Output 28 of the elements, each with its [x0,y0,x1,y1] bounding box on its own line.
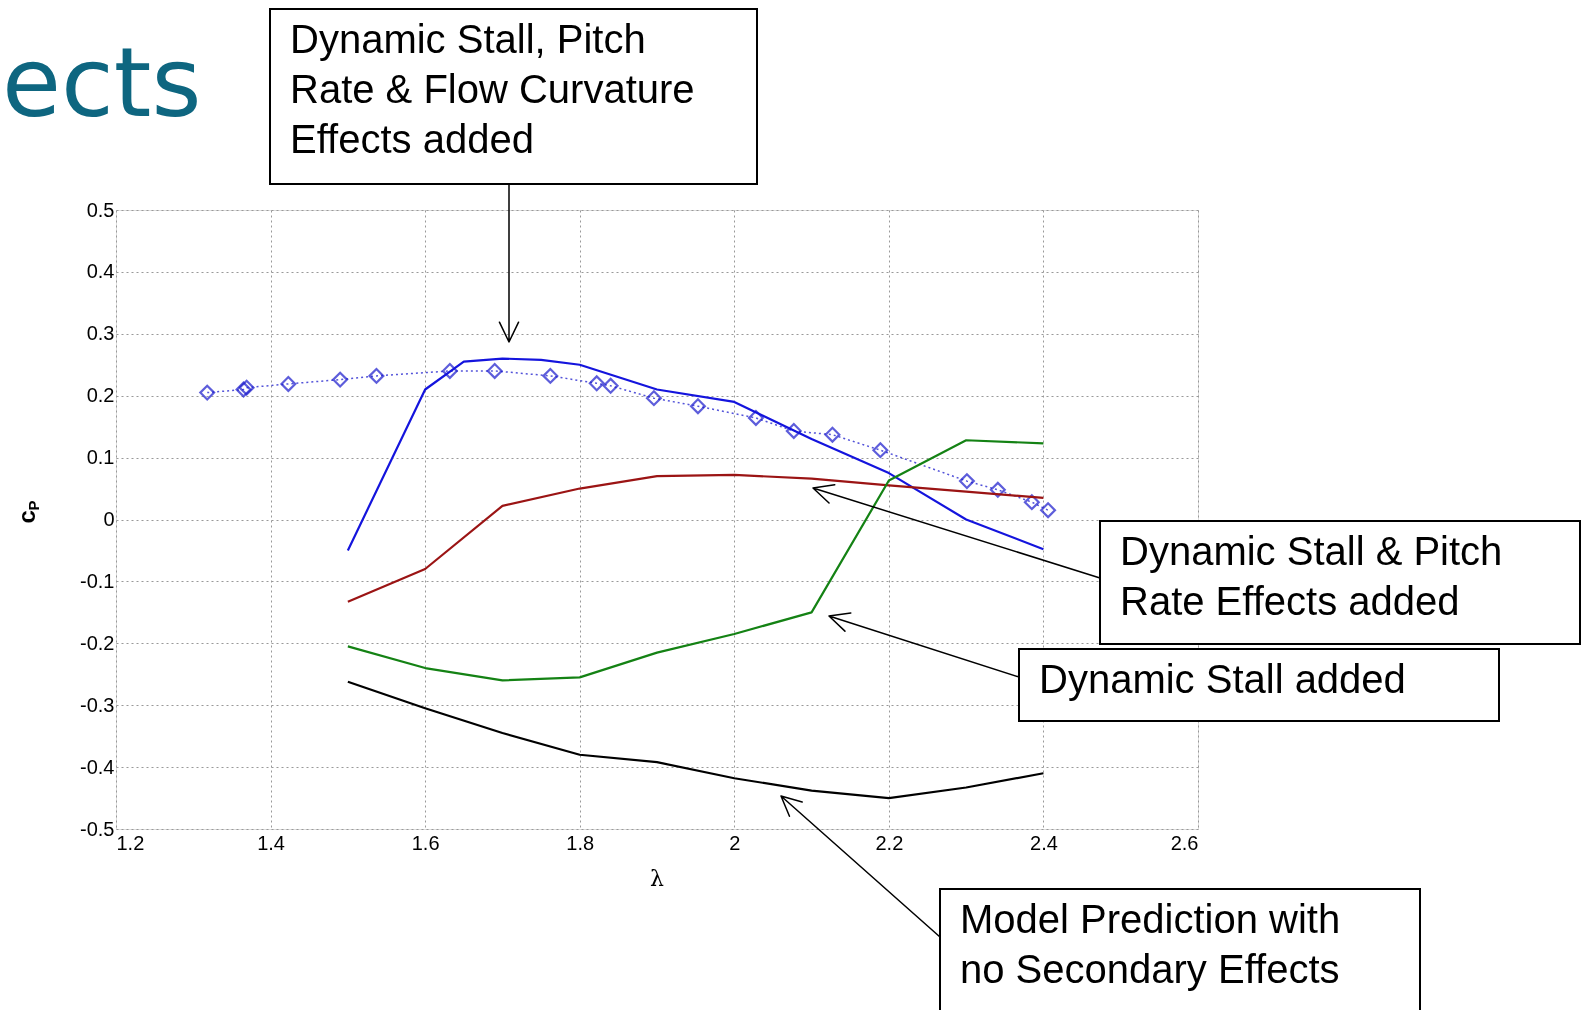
x-tick-label: 2.6 [1170,831,1199,854]
x-tick-label: 2 [729,831,741,854]
text: Dynamic Stall, Pitch Rate & Flow Curvature Effects added [290,17,695,161]
y-axis-title: cP [13,500,42,524]
y-tick-label: -0.4 [80,755,115,778]
text: Model Prediction with no Secondary Effects [960,897,1341,991]
y-tick-label: -0.1 [80,569,115,592]
y-tick-label: 0 [103,508,115,530]
y-tick-label: 0.5 [86,198,115,221]
y-tick-label: 0.1 [86,446,115,469]
y-tick-label: -0.5 [80,817,115,840]
x-tick-label: 2.4 [1030,831,1058,854]
x-axis-title: λ [650,866,665,891]
y-tick-label: -0.2 [80,631,115,654]
x-tick-label: 1.2 [116,831,145,854]
line-series [346,473,1045,603]
x-tick-label: 1.4 [257,831,285,854]
annotation: Dynamic Stall & Pitch Rate Effects added [1120,529,1503,623]
chart-title: ects [2,27,202,139]
x-tick-label: 1.6 [411,831,440,854]
y-tick-label: 0.3 [86,322,115,345]
annotation: Dynamic Stall added [1039,657,1406,701]
y-tick-label: 0.4 [86,260,115,283]
y-tick-label: -0.3 [80,693,115,716]
x-tick-label: 1.8 [566,831,595,854]
y-tick-label: 0.2 [86,384,115,407]
line-series [346,357,1045,552]
x-tick-label: 2.2 [875,831,904,854]
